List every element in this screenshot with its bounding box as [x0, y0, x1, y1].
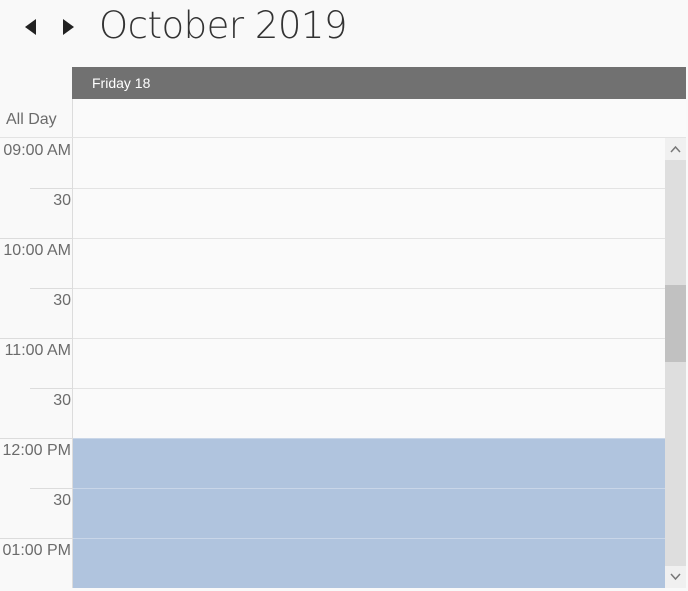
vertical-scrollbar[interactable] — [665, 138, 686, 588]
half-hour-label: 30 — [53, 192, 71, 209]
time-column: 09:00 AM 30 10:00 AM 30 11:00 AM 30 12:00 PM 30… — [0, 138, 72, 588]
time-slot[interactable] — [73, 288, 665, 338]
calendar-header: October 2019 — [0, 0, 688, 62]
triangle-right-icon — [63, 19, 74, 35]
all-day-row: All Day — [0, 99, 686, 138]
time-slot-selected[interactable] — [73, 438, 665, 488]
time-divider — [30, 188, 72, 189]
time-slot[interactable] — [73, 238, 665, 288]
hour-label: 10:00 AM — [3, 242, 71, 259]
hour-label: 12:00 PM — [2, 442, 71, 459]
all-day-cell[interactable] — [72, 99, 686, 137]
chevron-down-icon — [670, 573, 681, 581]
header-corner — [0, 67, 72, 99]
chevron-up-icon — [670, 145, 681, 153]
time-slot[interactable] — [73, 338, 665, 388]
time-divider — [30, 488, 72, 489]
day-column — [72, 138, 665, 588]
time-divider — [0, 538, 72, 539]
time-divider — [0, 438, 72, 439]
scroll-down-button[interactable] — [665, 566, 686, 586]
month-title[interactable]: October 2019 — [99, 4, 348, 47]
scroll-track[interactable] — [665, 160, 686, 566]
scroll-thumb[interactable] — [665, 284, 686, 363]
all-day-label: All Day — [6, 111, 57, 128]
half-hour-label: 30 — [53, 492, 71, 509]
previous-button[interactable] — [20, 14, 42, 40]
next-button[interactable] — [57, 14, 79, 40]
hour-label: 01:00 PM — [2, 542, 71, 559]
hour-label: 09:00 AM — [3, 142, 71, 159]
time-slot-selected[interactable] — [73, 538, 665, 588]
triangle-left-icon — [25, 19, 36, 35]
time-divider — [30, 388, 72, 389]
scroll-up-button[interactable] — [665, 140, 686, 160]
day-header[interactable]: Friday 18 — [72, 67, 686, 99]
time-slot[interactable] — [73, 188, 665, 238]
time-slot[interactable] — [73, 138, 665, 188]
half-hour-label: 30 — [53, 292, 71, 309]
time-slot[interactable] — [73, 388, 665, 438]
hour-label: 11:00 AM — [4, 342, 71, 359]
time-divider — [0, 238, 72, 239]
time-divider — [30, 288, 72, 289]
half-hour-label: 30 — [53, 392, 71, 409]
time-divider — [0, 338, 72, 339]
schedule-grid: 09:00 AM 30 10:00 AM 30 11:00 AM 30 12:00 PM 30… — [0, 138, 665, 588]
time-slot-selected[interactable] — [73, 488, 665, 538]
